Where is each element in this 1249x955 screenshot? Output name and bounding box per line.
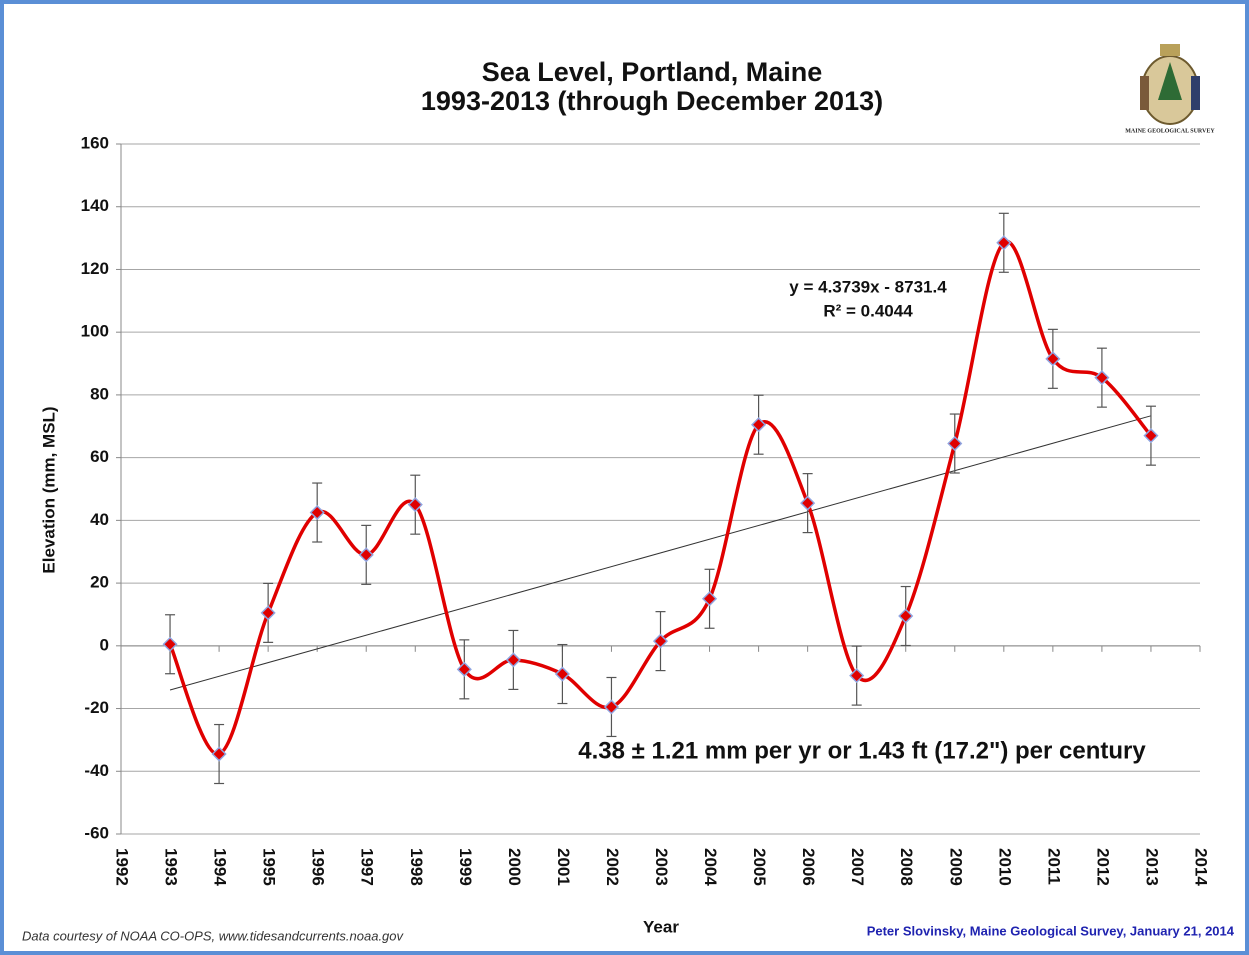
- x-tick-label: 2001: [554, 848, 573, 886]
- chart-title: Sea Level, Portland, Maine: [482, 57, 823, 87]
- x-tick-label: 2014: [1192, 848, 1211, 886]
- logo-figure: [1140, 76, 1149, 110]
- y-tick-label: 60: [90, 447, 109, 466]
- data-point: [1143, 428, 1159, 444]
- data-point: [211, 746, 227, 762]
- data-point: [505, 652, 521, 668]
- data-point: [947, 435, 963, 452]
- x-tick-label: 1993: [162, 848, 181, 886]
- credit-note: Peter Slovinsky, Maine Geological Survey…: [867, 923, 1235, 938]
- x-tick-label: 2009: [946, 848, 965, 886]
- x-tick-label: 2000: [505, 848, 524, 886]
- x-tick-label: 2002: [603, 848, 622, 886]
- y-tick-label: -60: [84, 823, 109, 842]
- x-tick-label: 2003: [652, 848, 671, 886]
- data-point: [751, 417, 767, 433]
- data-point: [162, 636, 178, 652]
- x-tick-label: 1999: [456, 848, 475, 886]
- rate-annotation: 4.38 ± 1.21 mm per yr or 1.43 ft (17.2")…: [578, 737, 1146, 764]
- y-tick-label: 160: [81, 133, 109, 152]
- x-tick-label: 1995: [260, 848, 279, 886]
- x-tick-label: 2007: [848, 848, 867, 886]
- y-tick-label: 120: [81, 259, 109, 278]
- trend-line: [169, 415, 1152, 691]
- y-tick-label: 40: [90, 510, 109, 529]
- data-point: [849, 668, 865, 684]
- data-point: [260, 605, 276, 621]
- y-axis-label: Elevation (mm, MSL): [39, 406, 58, 573]
- data-point: [456, 661, 472, 677]
- x-tick-label: 2010: [995, 848, 1014, 886]
- y-tick-label: 20: [90, 573, 109, 592]
- logo-text: MAINE GEOLOGICAL SURVEY: [1125, 128, 1215, 134]
- y-tick-label: 0: [100, 635, 109, 654]
- data-point: [1045, 351, 1061, 367]
- data-point: [603, 699, 620, 715]
- x-tick-label: 1992: [113, 848, 132, 886]
- chart-subtitle: 1993-2013 (through December 2013): [421, 86, 883, 116]
- data-point: [407, 497, 423, 513]
- y-tick-label: 100: [81, 322, 109, 341]
- x-tick-label: 2008: [897, 848, 916, 886]
- x-tick-label: 2006: [799, 848, 818, 886]
- data-point: [800, 495, 816, 511]
- data-point: [996, 235, 1012, 251]
- x-tick-label: 1996: [309, 848, 328, 886]
- data-point: [309, 504, 325, 521]
- data-point: [1094, 370, 1110, 386]
- series-line: [168, 239, 1153, 756]
- logo-crest: [1160, 44, 1180, 56]
- data-point: [701, 591, 718, 607]
- x-tick-label: 1997: [358, 848, 377, 886]
- x-tick-label: 2005: [750, 848, 769, 886]
- logo-tree: [1158, 62, 1182, 100]
- data-point: [358, 547, 374, 563]
- x-tick-label: 2013: [1142, 848, 1161, 886]
- y-tick-label: -40: [84, 761, 109, 780]
- data-point: [898, 608, 914, 624]
- r-squared: R² = 0.4044: [823, 301, 913, 320]
- x-tick-label: 2012: [1093, 848, 1112, 886]
- x-tick-label: 2004: [701, 848, 720, 886]
- y-tick-label: 140: [81, 196, 109, 215]
- y-tick-label: -20: [84, 698, 109, 717]
- logo-figure: [1191, 76, 1200, 110]
- x-tick-label: 2011: [1044, 848, 1063, 885]
- logo: MAINE GEOLOGICAL SURVEY: [1125, 44, 1215, 134]
- y-tick-label: 80: [90, 384, 109, 403]
- equation: y = 4.3739x - 8731.4: [789, 277, 947, 296]
- source-note: Data courtesy of NOAA CO-OPS, www.tidesa…: [22, 928, 405, 943]
- data-point: [652, 633, 669, 649]
- x-tick-label: 1998: [407, 848, 426, 886]
- x-tick-label: 1994: [211, 848, 230, 886]
- data-point: [554, 666, 570, 682]
- x-axis-label: Year: [643, 917, 679, 936]
